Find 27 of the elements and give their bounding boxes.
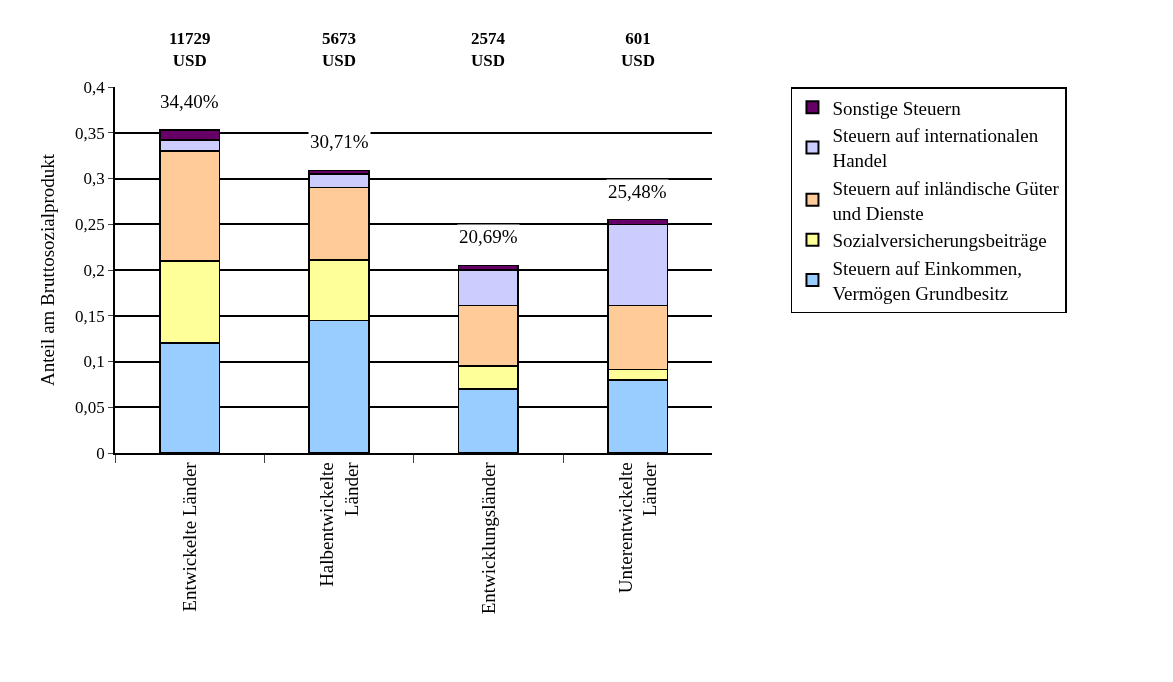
x-tick-label: Entwickelte Länder [178, 461, 200, 612]
x-tick-label: Halbentwickelte Länder [315, 461, 362, 587]
text: 2574 USD [471, 29, 506, 71]
legend-label: Sonstige Steuern [832, 97, 962, 119]
y-tick-label: 0,3 [83, 169, 105, 189]
y-tick-label: 0,05 [75, 398, 105, 418]
text: 11729 USD [169, 29, 211, 71]
annotation: 30,71% [310, 131, 369, 152]
y-tick-label: 0,15 [75, 306, 105, 326]
annotation: 20,69% [459, 226, 518, 247]
y-tick-label: 0 [96, 443, 105, 463]
y-tick-label: 0,1 [83, 352, 105, 372]
text: 601 USD [621, 29, 656, 71]
legend-label: Steuern auf Einkommen, Vermögen Grundbesitz [832, 257, 1022, 304]
annotation: 25,48% [608, 181, 667, 202]
annotation: 34,40% [160, 91, 219, 112]
y-tick-label: 0,35 [75, 123, 105, 143]
legend-label: Sozialversicherungsbeiträge [832, 230, 1047, 252]
y-tick-label: 0,2 [83, 260, 105, 280]
legend-label: Steuern auf inländische Güter und Dienste [832, 177, 1060, 224]
text: 5673 USD [322, 29, 357, 71]
x-tick-label: Unterentwickelte Länder [614, 461, 661, 594]
y-axis-title: Anteil am Bruttosozialprodukt [37, 153, 59, 387]
y-tick-label: 0,4 [83, 77, 106, 97]
legend-label: Steuern auf internationalen Handel [832, 125, 1039, 172]
y-tick-label: 0,25 [75, 215, 105, 235]
x-tick-label: Entwicklungsländer [477, 461, 499, 615]
